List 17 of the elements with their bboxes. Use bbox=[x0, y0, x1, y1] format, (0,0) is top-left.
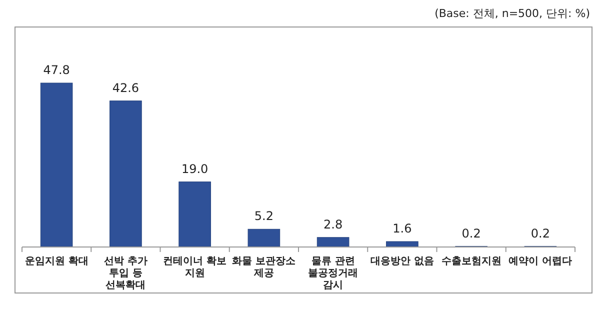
category-label: 운임지원 확대 bbox=[24, 256, 88, 267]
data-label: 47.8 bbox=[43, 63, 70, 77]
data-label: 1.6 bbox=[392, 222, 412, 236]
category-label: 수출보험지원 bbox=[441, 256, 502, 267]
data-label: 19.0 bbox=[181, 162, 208, 176]
category-label: 물류 관련 불공정거래 감시 bbox=[308, 256, 358, 291]
data-label: 0.2 bbox=[530, 226, 550, 240]
data-label: 0.2 bbox=[462, 226, 481, 240]
data-label: 42.6 bbox=[112, 80, 140, 95]
data-label: 5.2 bbox=[254, 209, 274, 224]
category-label: 예약이 어렵다 bbox=[508, 256, 572, 267]
category-label: 선박 추가 투입 등 선복확대 bbox=[104, 256, 148, 291]
data-label: 2.8 bbox=[324, 217, 343, 232]
category-label: 대응방안 없음 bbox=[370, 256, 434, 267]
annotation: (Base: 전체, n=500, 단위: %) bbox=[434, 7, 590, 20]
category-label: 화물 보관장소 제공 bbox=[232, 256, 296, 279]
category-label: 컨테이너 확보 지원 bbox=[163, 256, 227, 279]
